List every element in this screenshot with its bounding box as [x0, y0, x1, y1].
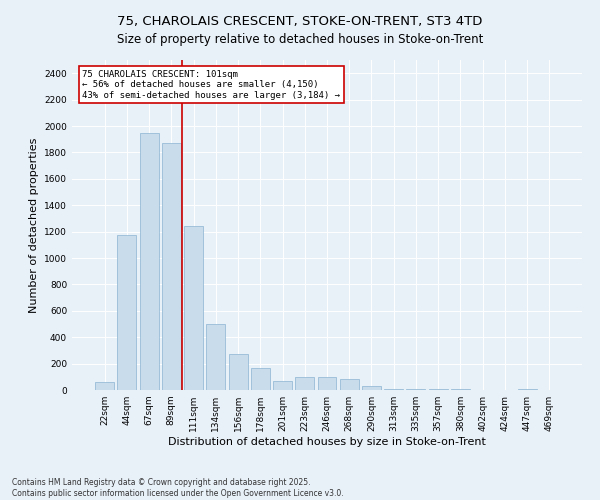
Bar [251, 368, 270, 390]
Bar [229, 354, 248, 390]
Bar [362, 386, 381, 390]
Text: Contains HM Land Registry data © Crown copyright and database right 2025.
Contai: Contains HM Land Registry data © Crown c… [12, 478, 344, 498]
Bar [184, 226, 203, 390]
X-axis label: Distribution of detached houses by size in Stoke-on-Trent: Distribution of detached houses by size … [168, 437, 486, 447]
Text: Size of property relative to detached houses in Stoke-on-Trent: Size of property relative to detached ho… [117, 32, 483, 46]
Bar [273, 381, 292, 390]
Bar [162, 142, 181, 390]
Bar [295, 377, 314, 390]
Bar [317, 378, 337, 390]
Text: 75, CHAROLAIS CRESCENT, STOKE-ON-TRENT, ST3 4TD: 75, CHAROLAIS CRESCENT, STOKE-ON-TRENT, … [118, 15, 482, 28]
Y-axis label: Number of detached properties: Number of detached properties [29, 138, 38, 312]
Bar [95, 382, 114, 390]
Bar [384, 388, 403, 390]
Text: 75 CHAROLAIS CRESCENT: 101sqm
← 56% of detached houses are smaller (4,150)
43% o: 75 CHAROLAIS CRESCENT: 101sqm ← 56% of d… [82, 70, 340, 100]
Bar [340, 379, 359, 390]
Bar [118, 235, 136, 390]
Bar [406, 388, 425, 390]
Bar [140, 132, 158, 390]
Bar [206, 324, 225, 390]
